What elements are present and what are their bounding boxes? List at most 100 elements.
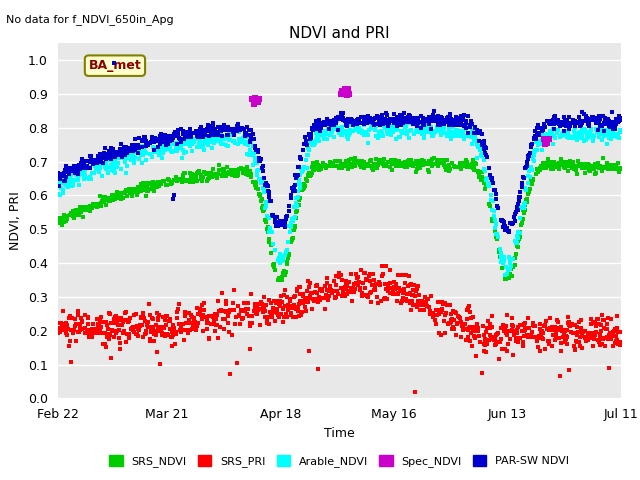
Point xyxy=(179,141,189,148)
Point xyxy=(167,333,177,341)
Point xyxy=(270,246,280,253)
Point xyxy=(484,200,495,207)
Point xyxy=(83,320,93,327)
Point xyxy=(255,156,265,163)
Point xyxy=(483,174,493,182)
Point xyxy=(231,125,241,133)
Point xyxy=(205,320,216,328)
Point xyxy=(419,134,429,142)
Point xyxy=(224,132,234,139)
Point xyxy=(450,163,460,171)
Point xyxy=(608,163,618,171)
Point xyxy=(168,141,178,148)
Point xyxy=(442,301,452,309)
Point xyxy=(122,153,132,161)
Point xyxy=(359,131,369,139)
Point xyxy=(184,318,194,325)
Point xyxy=(536,329,546,336)
Point xyxy=(538,329,548,337)
Point xyxy=(612,324,623,332)
Point xyxy=(497,217,507,225)
Point xyxy=(497,216,508,224)
Point xyxy=(554,161,564,169)
Point xyxy=(404,118,415,126)
Point xyxy=(274,274,284,282)
Point xyxy=(566,321,576,329)
Point xyxy=(559,128,570,135)
Point xyxy=(355,157,365,165)
Point xyxy=(380,160,390,168)
Point xyxy=(58,321,68,328)
Point xyxy=(161,322,171,329)
Point xyxy=(535,164,545,172)
Point xyxy=(168,147,178,155)
Point xyxy=(598,316,608,324)
Point xyxy=(364,119,374,127)
Point xyxy=(547,128,557,135)
Point xyxy=(437,298,447,305)
Point xyxy=(240,307,250,315)
Point xyxy=(364,162,374,170)
Point xyxy=(450,309,460,316)
Point xyxy=(113,194,124,202)
Point xyxy=(277,218,287,226)
Point xyxy=(353,157,363,165)
Point xyxy=(531,133,541,141)
Point xyxy=(359,291,369,299)
Point xyxy=(86,153,96,160)
Point xyxy=(319,135,329,143)
Point xyxy=(436,113,446,121)
Point xyxy=(561,119,572,127)
Point xyxy=(553,163,563,170)
Point xyxy=(385,116,396,124)
Point xyxy=(423,295,433,302)
Point xyxy=(261,202,271,210)
Point xyxy=(410,288,420,295)
Point xyxy=(489,212,499,220)
Point xyxy=(316,131,326,139)
Point xyxy=(222,308,232,315)
Point xyxy=(93,324,103,332)
Point xyxy=(105,152,115,160)
Point xyxy=(363,113,373,121)
Point xyxy=(221,297,231,304)
Point xyxy=(324,125,334,132)
Point xyxy=(466,329,476,336)
Point xyxy=(326,128,337,135)
Point xyxy=(178,326,188,334)
Point xyxy=(216,126,226,134)
Point xyxy=(83,174,93,182)
Point xyxy=(516,219,527,227)
Point xyxy=(543,119,554,127)
Point xyxy=(434,127,444,135)
Point xyxy=(602,120,612,127)
Point xyxy=(451,120,461,127)
Point xyxy=(604,364,614,372)
Point xyxy=(381,109,391,117)
Point xyxy=(152,180,162,188)
Point xyxy=(186,313,196,321)
Point xyxy=(369,115,380,122)
Point xyxy=(490,336,500,344)
Point xyxy=(434,330,444,337)
Point xyxy=(594,321,604,328)
Point xyxy=(468,164,478,172)
Point xyxy=(164,134,174,142)
Point xyxy=(351,270,361,278)
Point xyxy=(340,279,351,287)
Point xyxy=(226,125,236,133)
Point xyxy=(350,125,360,132)
Point xyxy=(403,116,413,124)
Point xyxy=(362,291,372,299)
Point xyxy=(522,179,532,187)
Point xyxy=(246,133,256,141)
Point xyxy=(477,323,488,330)
Point xyxy=(395,133,405,141)
Point xyxy=(512,326,522,334)
Point xyxy=(549,132,559,140)
Point xyxy=(76,325,86,333)
Point xyxy=(58,218,68,226)
Point xyxy=(115,192,125,200)
Point xyxy=(465,123,476,131)
Point xyxy=(441,163,451,171)
